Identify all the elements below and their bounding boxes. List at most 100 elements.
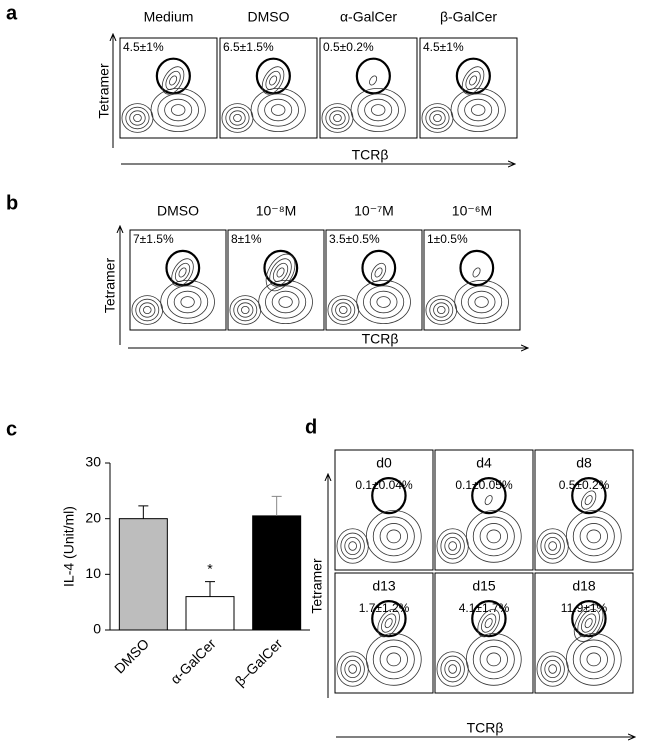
contour: [440, 655, 465, 683]
contour: [586, 529, 602, 544]
x-axis-label: TCRβ: [362, 331, 399, 347]
panel-label: a: [6, 2, 18, 24]
gate: [571, 477, 607, 515]
contour: [272, 262, 289, 283]
plot-title: Medium: [144, 9, 194, 25]
percent-label: 6.5±1.5%: [223, 40, 274, 54]
contour: [174, 262, 191, 283]
contour: [331, 298, 356, 322]
contour: [586, 652, 602, 667]
contour: [160, 279, 215, 324]
contour: [164, 98, 193, 122]
x-tick-label: β–GalCer: [232, 635, 286, 689]
percent-label: 4.5±1%: [423, 40, 464, 54]
contour: [348, 664, 357, 674]
gate: [471, 477, 507, 515]
contour: [461, 66, 485, 95]
contour: [572, 516, 615, 557]
gate: [255, 57, 291, 95]
contour: [444, 659, 461, 679]
contour: [544, 536, 561, 556]
plot-title: d15: [472, 578, 496, 594]
contour: [229, 295, 262, 325]
y-axis-label: Tetramer: [102, 258, 118, 314]
contour: [472, 639, 515, 680]
contour: [457, 93, 499, 127]
contour: [329, 110, 346, 126]
contour: [572, 639, 615, 680]
contour: [365, 510, 422, 563]
contour: [548, 541, 557, 551]
gate: [371, 477, 407, 515]
contour: [464, 98, 493, 122]
x-tick-label: DMSO: [111, 635, 152, 676]
contour: [278, 296, 293, 308]
contour: [377, 608, 400, 638]
plot-frame: [325, 229, 423, 331]
plot-frame: [534, 449, 634, 571]
contour: [129, 110, 146, 126]
gate: [355, 57, 391, 95]
contour: [131, 295, 164, 325]
contour: [356, 279, 411, 324]
contour: [565, 633, 622, 686]
plot-frame: [219, 37, 318, 139]
percent-label: 1±0.5%: [427, 232, 468, 246]
plot-frame: [534, 572, 634, 694]
gate: [155, 57, 191, 95]
contour: [143, 305, 152, 314]
contour: [379, 523, 408, 550]
percent-label: 0.1±0.04%: [355, 478, 413, 492]
error-bar: [138, 505, 149, 519]
contour: [336, 651, 369, 687]
contour: [271, 104, 286, 116]
contour: [536, 528, 569, 564]
contour: [369, 290, 398, 314]
y-tick-label: 30: [85, 454, 101, 470]
contour: [139, 302, 156, 318]
contour: [171, 104, 186, 116]
annotation: *: [207, 560, 213, 576]
contour: [265, 70, 281, 91]
plot-title: DMSO: [248, 9, 290, 25]
contour: [540, 655, 565, 683]
contour: [429, 298, 454, 322]
contour: [448, 541, 457, 551]
contour: [433, 114, 442, 123]
percent-label: 0.1±0.05%: [455, 478, 513, 492]
contour: [484, 495, 493, 506]
plot-title: 10⁻⁸M: [256, 203, 297, 219]
contour: [135, 298, 160, 322]
contour: [229, 110, 246, 126]
plot-frame: [334, 572, 434, 694]
contour: [379, 646, 408, 673]
plot-frame: [227, 229, 325, 331]
contour: [250, 88, 306, 133]
contour: [454, 279, 509, 324]
contour: [437, 305, 446, 314]
plot-title: α-GalCer: [340, 9, 397, 25]
contour: [258, 279, 313, 324]
contour: [584, 618, 593, 629]
percent-label: 0.5±0.2%: [559, 478, 610, 492]
contour: [237, 302, 254, 318]
gate: [571, 600, 607, 638]
contour: [269, 258, 292, 287]
contour: [125, 106, 150, 130]
plot-title: DMSO: [157, 203, 199, 219]
contour: [271, 290, 300, 314]
plot-title: β-GalCer: [440, 9, 497, 25]
contour: [165, 70, 181, 91]
contour: [436, 651, 469, 687]
contour: [425, 106, 450, 130]
contour: [386, 529, 402, 544]
contour: [370, 262, 387, 283]
contour: [565, 510, 622, 563]
contour: [477, 608, 500, 638]
x-axis-label: TCRβ: [352, 147, 389, 163]
contour: [178, 267, 187, 278]
contour: [265, 253, 296, 292]
contour: [335, 302, 352, 318]
